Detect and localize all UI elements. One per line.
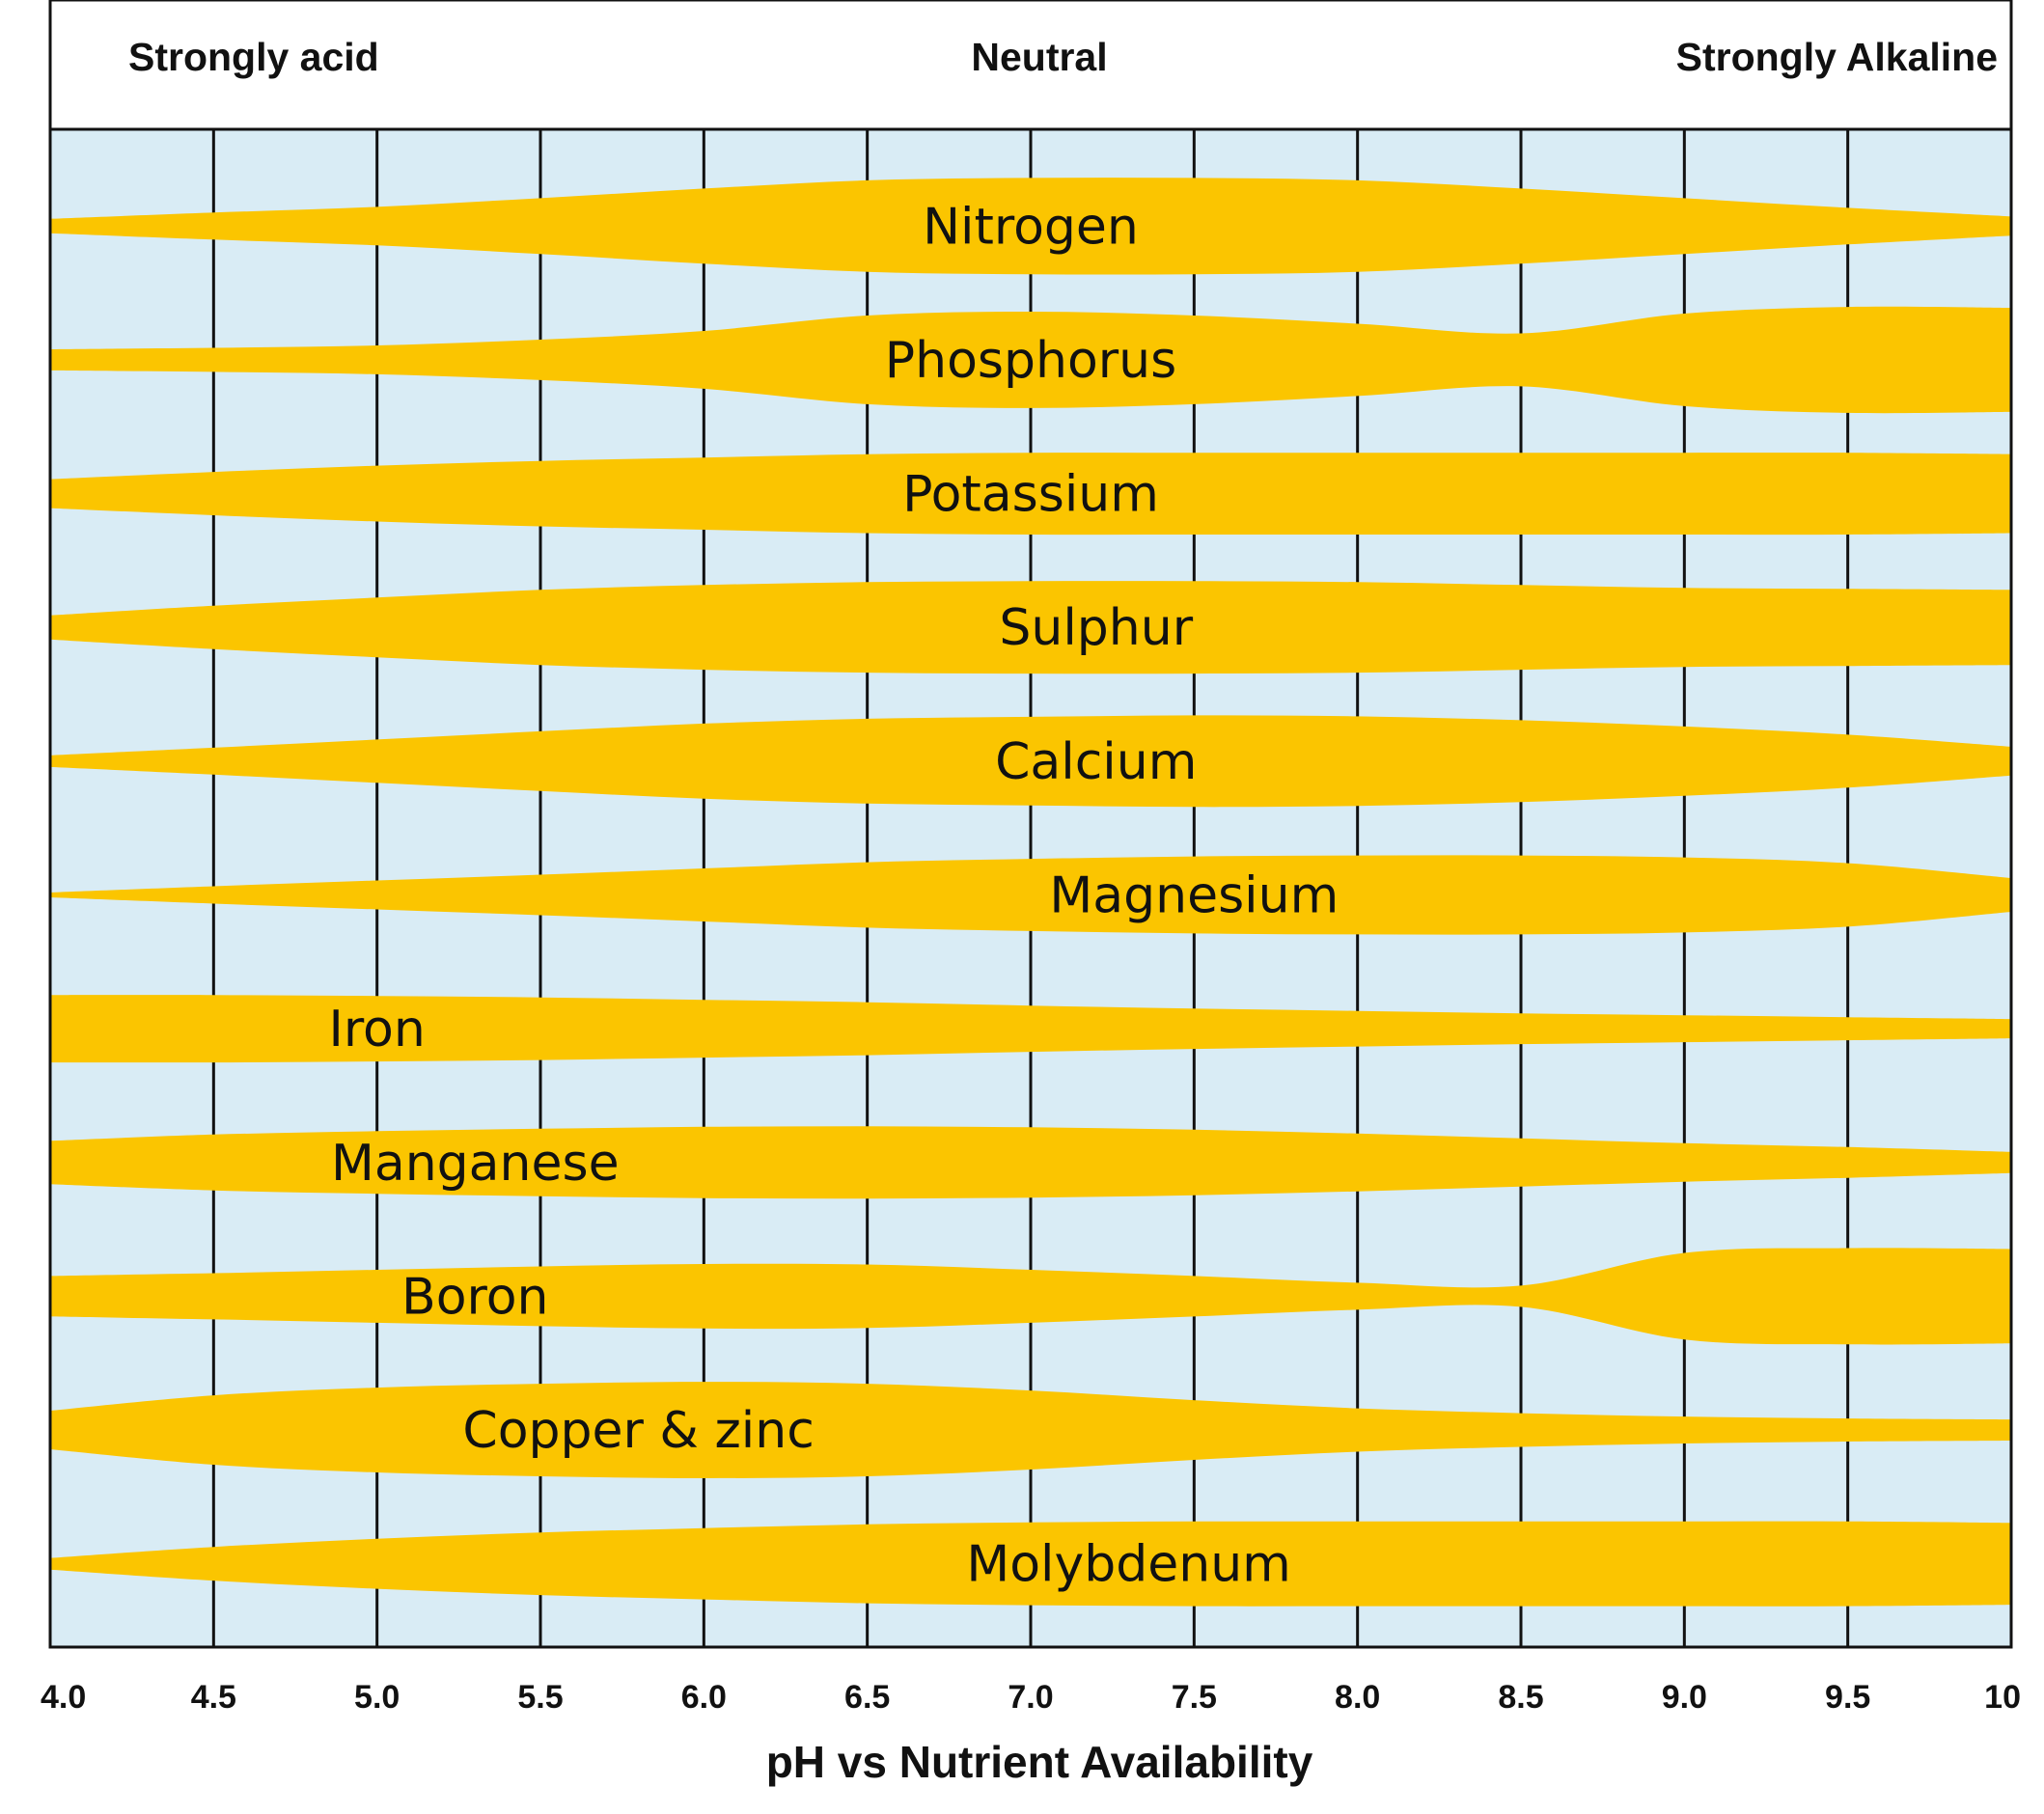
nutrient-bands — [50, 178, 2011, 1607]
band-molybdenum — [50, 1521, 2011, 1607]
tick-label-8.0: 8.0 — [1335, 1679, 1380, 1716]
tick-label-6.0: 6.0 — [681, 1679, 727, 1716]
band-nitrogen — [50, 178, 2011, 275]
tick-label-8.5: 8.5 — [1498, 1679, 1543, 1716]
label-calcium: Calcium — [995, 733, 1197, 791]
plot-frame — [48, 127, 2013, 1649]
header-strongly-acid: Strongly acid — [128, 35, 379, 79]
tick-label-5.0: 5.0 — [354, 1679, 400, 1716]
label-manganese: Manganese — [331, 1135, 620, 1193]
label-iron: Iron — [328, 1001, 425, 1058]
band-iron — [50, 995, 2011, 1063]
acidity-header-box — [48, 0, 2013, 131]
chart-title: pH vs Nutrient Availability — [766, 1737, 1313, 1787]
tick-label-4.0: 4.0 — [41, 1679, 86, 1716]
band-magnesium — [50, 855, 2011, 935]
label-nitrogen: Nitrogen — [923, 198, 1139, 256]
tick-label-9.0: 9.0 — [1662, 1679, 1707, 1716]
header-neutral: Neutral — [971, 35, 1107, 79]
nutrient-labels: Nitrogen Phosphorus Potassium Sulphur Calciu… — [328, 198, 1339, 1593]
band-boron — [50, 1248, 2011, 1345]
band-copper-zinc — [50, 1382, 2011, 1478]
tick-label-7.0: 7.0 — [1008, 1679, 1053, 1716]
tick-label-6.5: 6.5 — [844, 1679, 890, 1716]
label-molybdenum: Molybdenum — [966, 1536, 1290, 1594]
tick-label-10: 10 — [1984, 1679, 2021, 1716]
label-magnesium: Magnesium — [1049, 867, 1339, 925]
label-potassium: Potassium — [902, 466, 1159, 524]
label-phosphorus: Phosphorus — [885, 332, 1176, 390]
label-boron: Boron — [401, 1268, 549, 1326]
ph-tick-labels: 4.0 4.5 5.0 5.5 6.0 6.5 7.0 7.5 8.0 8.5 9.0 9.5 10 — [41, 1679, 2021, 1716]
tick-label-4.5: 4.5 — [191, 1679, 236, 1716]
header-strongly-alkaline: Strongly Alkaline — [1676, 35, 1998, 79]
band-manganese — [50, 1126, 2011, 1199]
tick-label-5.5: 5.5 — [517, 1679, 563, 1716]
band-potassium — [50, 453, 2011, 536]
band-phosphorus — [50, 306, 2011, 414]
tick-label-9.5: 9.5 — [1825, 1679, 1870, 1716]
label-sulphur: Sulphur — [999, 599, 1193, 657]
band-calcium — [50, 715, 2011, 808]
label-copper-zinc: Copper & zinc — [462, 1402, 814, 1460]
tick-label-7.5: 7.5 — [1172, 1679, 1217, 1716]
band-sulphur — [50, 581, 2011, 674]
